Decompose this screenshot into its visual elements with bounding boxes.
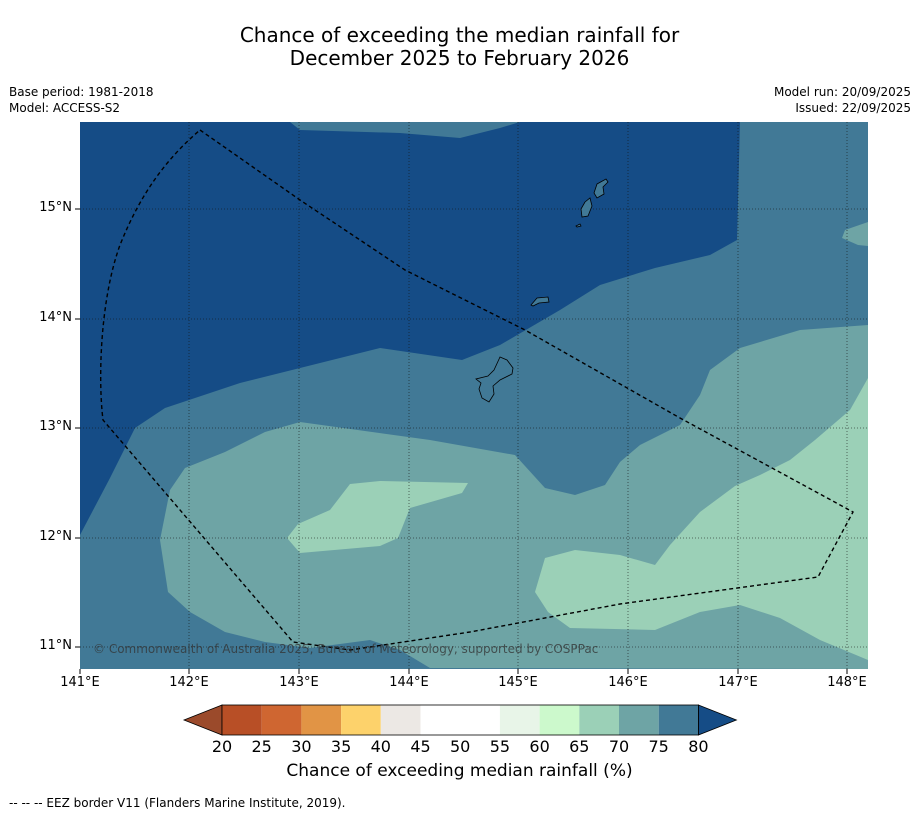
contour-65-70-east [842, 222, 868, 246]
lon-label: 143°E [279, 675, 319, 690]
colorbar-tick-label: 65 [569, 737, 590, 756]
guam-island [475, 356, 514, 403]
colorbar-tick-label: 80 [688, 737, 709, 756]
colorbar-segment [420, 705, 461, 735]
colorbar-tick-label: 70 [608, 737, 630, 756]
islands [475, 178, 609, 403]
lon-label: 148°E [827, 675, 867, 690]
model-run-text: Model run: 20/09/2025 [773, 85, 911, 99]
issued-text: Issued: 22/09/2025 [795, 101, 911, 115]
lon-label: 147°E [718, 675, 758, 690]
lat-label: 14°N [39, 310, 72, 325]
lon-label: 146°E [608, 675, 648, 690]
colorbar-segment [619, 705, 659, 735]
colorbar-segment [658, 705, 699, 735]
colorbar [182, 704, 738, 736]
base-period-text: Base period: 1981-2018 [9, 85, 154, 99]
eez-legend-footer: -- -- -- EEZ border V11 (Flanders Marine… [9, 796, 346, 810]
colorbar-segment [380, 705, 421, 735]
contour-60-65-center [287, 481, 468, 553]
aguijan-island [575, 223, 582, 228]
colorbar-segment [539, 705, 580, 735]
rainfall-contours [80, 122, 868, 669]
graticule [80, 122, 868, 669]
model-text: Model: ACCESS-S2 [9, 101, 121, 115]
colorbar-tick-label: 25 [251, 737, 272, 756]
lon-label: 141°E [60, 675, 100, 690]
colorbar-segment [261, 705, 302, 735]
colorbar-tick-label: 40 [370, 737, 391, 756]
colorbar-tick-label: 30 [291, 737, 312, 756]
colorbar-tick-label: 35 [330, 737, 352, 756]
lat-label: 13°N [39, 419, 72, 434]
colorbar-segment [222, 705, 262, 735]
colorbar-segment [301, 705, 342, 735]
colorbar-segment [579, 705, 619, 735]
meta-right: Model run: 20/09/2025 Issued: 22/09/2025 [774, 84, 911, 116]
lon-label: 145°E [498, 675, 538, 690]
contour-60-65-east [535, 378, 868, 660]
lon-label: 142°E [169, 675, 209, 690]
colorbar-tick-label: 45 [410, 737, 431, 756]
colorbar-extend-high [698, 704, 738, 736]
colorbar-tick-label: 50 [450, 737, 471, 756]
lat-label: 11°N [39, 638, 72, 653]
colorbar-tick-label: 75 [648, 737, 669, 756]
lat-label: 12°N [39, 529, 72, 544]
copyright-text: © Commonwealth of Australia 2025, Bureau… [93, 642, 598, 656]
colorbar-extend-low [182, 704, 223, 736]
colorbar-segment [499, 705, 540, 735]
lon-label: 144°E [389, 675, 429, 690]
tinian-island [580, 197, 593, 218]
rota-island [530, 296, 550, 307]
lat-label: 15°N [39, 200, 72, 215]
meta-left: Base period: 1981-2018 Model: ACCESS-S2 [9, 84, 154, 116]
colorbar-tick-label: 55 [489, 737, 511, 756]
saipan-island [593, 178, 609, 199]
colorbar-tick-label: 20 [211, 737, 233, 756]
colorbar-tick-label: 60 [529, 737, 550, 756]
map-title-line2: December 2025 to February 2026 [289, 46, 630, 70]
colorbar-outline [221, 704, 699, 736]
colorbar-segment [341, 705, 381, 735]
colorbar-title: Chance of exceeding median rainfall (%) [286, 761, 633, 781]
colorbar-segment [460, 705, 500, 735]
map-title-line1: Chance of exceeding the median rainfall … [239, 23, 680, 47]
eez-border [99, 129, 854, 651]
axis-ticks [75, 208, 848, 674]
